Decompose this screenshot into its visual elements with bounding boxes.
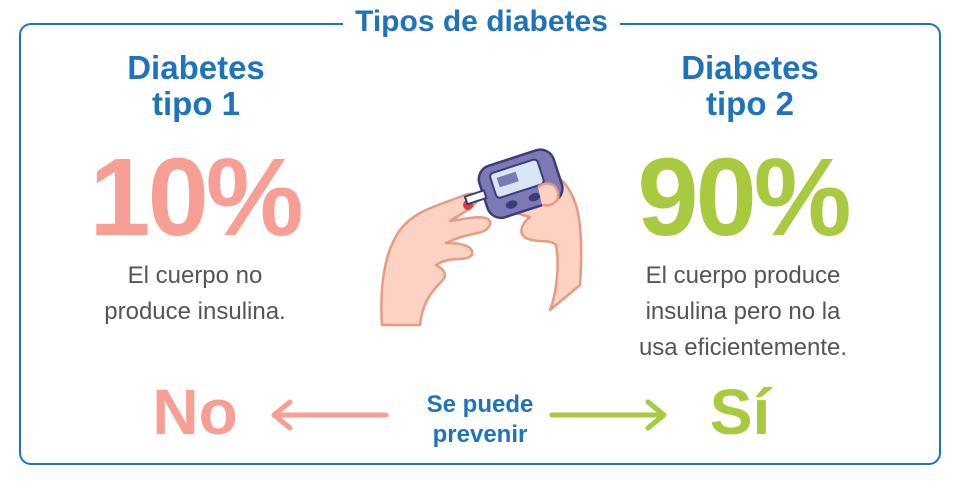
- type1-description-line2: produce insulina.: [104, 298, 286, 325]
- title-wrapper: Tipos de diabetes: [0, 2, 963, 42]
- type1-percent: 10%: [89, 136, 303, 259]
- type2-description-line2: insulina pero no la: [645, 298, 841, 325]
- type1-heading-line2: tipo 1: [152, 85, 240, 122]
- type1-heading-line1: Diabetes: [127, 49, 265, 86]
- prevention-line2: prevenir: [432, 421, 528, 448]
- glucose-meter-icon: [380, 148, 583, 327]
- page-title: Tipos de diabetes: [343, 2, 620, 42]
- type2-description: El cuerpo produce insulina pero no la us…: [578, 258, 908, 366]
- type2-heading: Diabetes tipo 2: [620, 50, 880, 122]
- prevention-line1: Se puede: [426, 391, 534, 418]
- type2-answer: Sí: [709, 376, 771, 448]
- type1-answer: No: [152, 376, 238, 448]
- type2-heading-line1: Diabetes: [681, 49, 819, 86]
- type2-description-line1: El cuerpo produce: [645, 262, 841, 289]
- prevention-label: Se puede prevenir: [390, 390, 570, 450]
- type1-description: El cuerpo no produce insulina.: [30, 258, 360, 330]
- type1-heading: Diabetes tipo 1: [66, 50, 326, 122]
- right-arrow-icon: [549, 399, 667, 431]
- type2-description-line3: usa eficientemente.: [638, 334, 848, 361]
- type2-heading-line2: tipo 2: [706, 85, 794, 122]
- type1-description-line1: El cuerpo no: [127, 262, 263, 289]
- left-arrow-icon: [271, 399, 389, 431]
- type2-percent: 90%: [637, 136, 851, 259]
